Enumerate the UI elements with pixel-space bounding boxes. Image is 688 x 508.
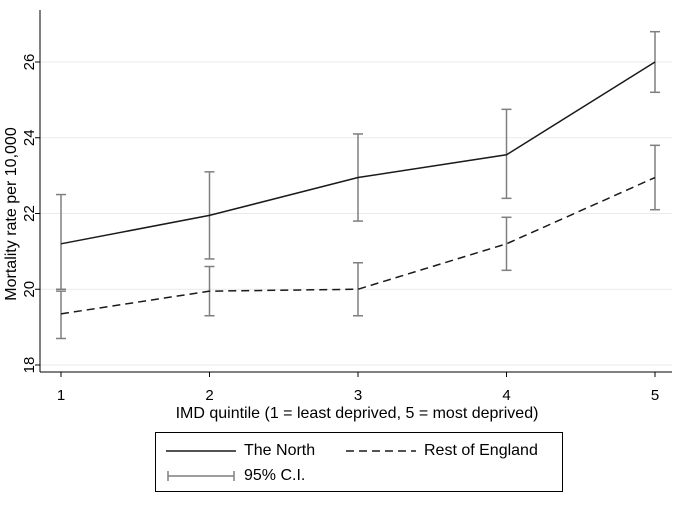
ci-bar-s1-x1 — [56, 290, 66, 340]
ci-bar-s1-x4 — [501, 216, 512, 272]
x-axis-title: IMD quintile (1 = least deprived, 5 = mo… — [176, 405, 539, 422]
x-tick-label-1: 1 — [57, 387, 65, 404]
legend-item-rest-of-england: Rest of England — [346, 441, 538, 461]
ci-bar-s0-x1 — [56, 193, 66, 290]
ci-bar-s0-x4 — [501, 108, 512, 200]
y-tick-label-18: 18 — [21, 357, 38, 374]
x-tick-label-5: 5 — [651, 387, 659, 404]
legend-item-the-north: The North — [166, 441, 315, 461]
legend-swatch-ci — [167, 471, 235, 481]
ci-bar-s1-x5 — [650, 144, 660, 211]
x-tick-label-4: 4 — [502, 387, 510, 404]
series-line-rest-of-england — [60, 176, 656, 315]
y-tick-label-20: 20 — [21, 281, 38, 298]
legend-item-ci: 95% C.I. — [166, 466, 305, 486]
y-tick-label-24: 24 — [21, 129, 38, 146]
y-tick-label-22: 22 — [21, 205, 38, 222]
x-tick-label-3: 3 — [354, 387, 362, 404]
series-layer — [60, 61, 656, 315]
ci-bar-s1-x3 — [353, 261, 363, 317]
ci-layer — [56, 30, 660, 340]
y-axis-title: Mortality rate per 10,000 — [3, 127, 20, 301]
legend-swatch-solid — [166, 450, 236, 452]
legend-label-ci: 95% C.I. — [244, 467, 306, 484]
legend-label-rest-of-england: Rest of England — [424, 442, 538, 459]
series-line-the-north — [60, 61, 656, 245]
grid-layer — [40, 61, 672, 366]
legend-swatch-dashed — [346, 450, 416, 452]
x-tick-label-2: 2 — [205, 387, 213, 404]
y-tick-label-26: 26 — [21, 54, 38, 71]
legend: The North Rest of England 95% C.I. — [155, 432, 563, 492]
legend-label-the-north: The North — [244, 442, 316, 459]
axes-layer: 18 20 22 24 26 1 2 3 4 5 — [21, 10, 672, 404]
